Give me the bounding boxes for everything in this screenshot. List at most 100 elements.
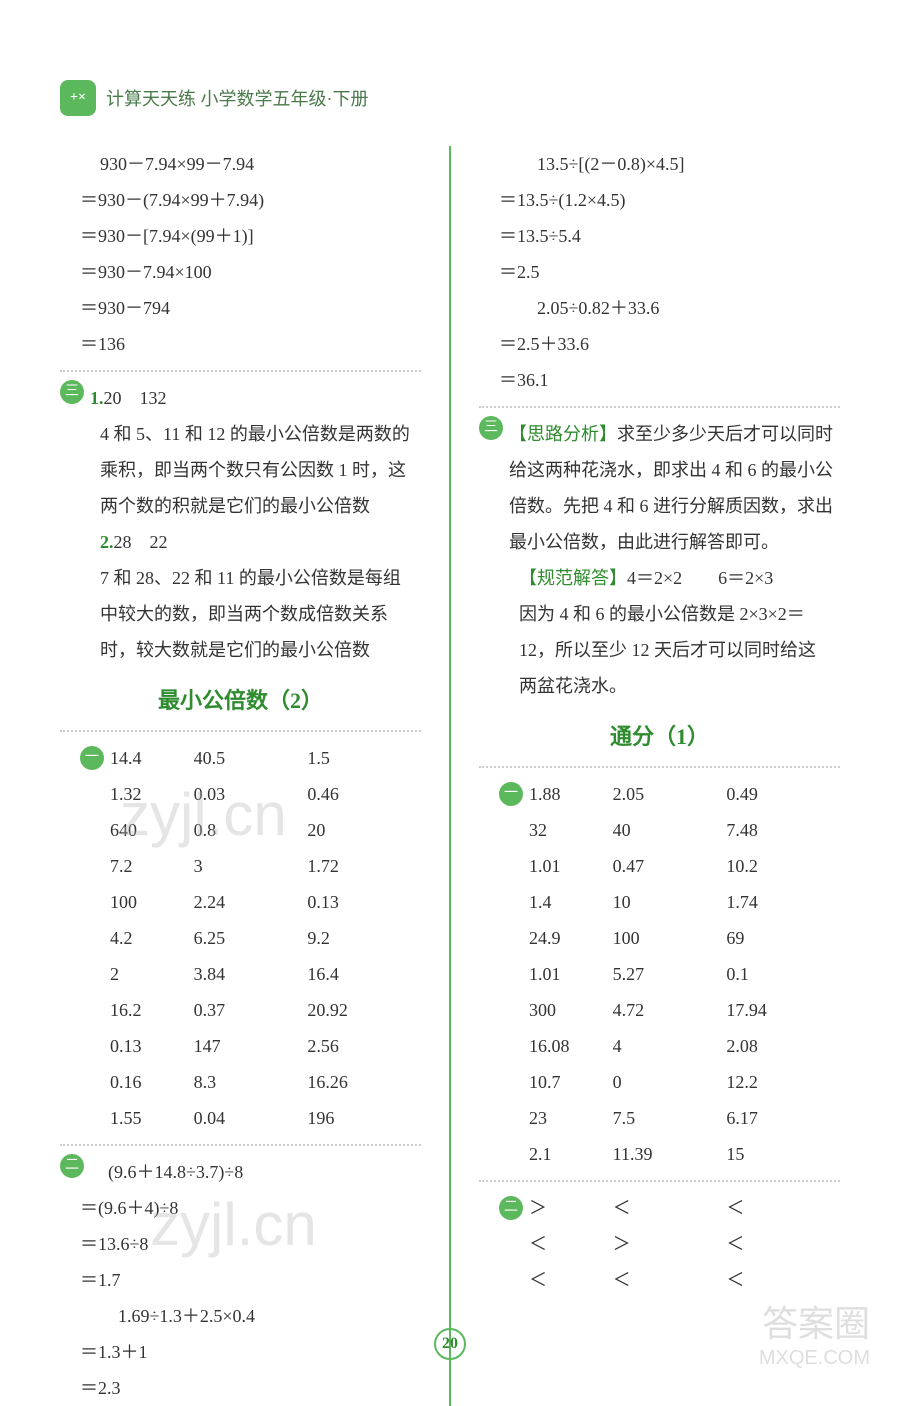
calc-block-2: 二 (9.6＋14.8÷3.7)÷8 [60, 1154, 421, 1190]
table-cell: 一14.4 [80, 740, 194, 776]
math-line: ＝930－[7.94×(99＋1)] [60, 218, 421, 254]
item-3: 三 1.20 132 [60, 380, 421, 416]
table-cell: 0.46 [307, 776, 421, 812]
table-cell: 0.8 [194, 812, 308, 848]
table-cell: 0.13 [307, 884, 421, 920]
page-header: +× 计算天天练 小学数学五年级·下册 [60, 80, 840, 116]
column-divider [449, 146, 451, 1406]
badge-icon: 二 [60, 1154, 84, 1178]
table-cell: 0.13 [80, 1028, 194, 1064]
table-cell: 3.84 [194, 956, 308, 992]
section-title-left: 最小公倍数（2） [60, 683, 421, 715]
calc-block-right-1: 13.5÷[(2－0.8)×4.5] ＝13.5÷(1.2×4.5) ＝13.5… [479, 146, 840, 398]
answer-text: 因为 4 和 6 的最小公倍数是 2×3×2＝12，所以至少 12 天后才可以同… [479, 596, 840, 704]
math-line: ＝(9.6＋4)÷8 [60, 1190, 421, 1226]
table-cell: 40 [613, 812, 727, 848]
table-cell: 1.74 [726, 884, 840, 920]
table-cell: 300 [499, 992, 613, 1028]
table-cell: 一1.88 [499, 776, 613, 812]
table-cell: 3 [194, 848, 308, 884]
table-cell: ＜ [726, 1226, 840, 1262]
table-cell: 7.48 [726, 812, 840, 848]
table-cell: ＜ [499, 1226, 613, 1262]
table-cell: 2.08 [726, 1028, 840, 1064]
math-line: ＝13.5÷5.4 [479, 218, 840, 254]
table-cell: ＜ [499, 1262, 613, 1298]
answer-table-right: 一1.882.050.4932407.481.010.4710.21.4101.… [479, 776, 840, 1172]
table-cell: ＞ [613, 1226, 727, 1262]
table-cell: 1.55 [80, 1100, 194, 1136]
table-cell: 0.49 [726, 776, 840, 812]
table-cell: 0.47 [613, 848, 727, 884]
table-cell: 0 [613, 1064, 727, 1100]
separator [479, 766, 840, 768]
table-cell: 4.2 [80, 920, 194, 956]
separator [60, 730, 421, 732]
table-cell: 640 [80, 812, 194, 848]
explanation-text-2: 7 和 28、22 和 11 的最小公倍数是每组中较大的数，即当两个数成倍数关系… [60, 560, 421, 668]
table-cell: 1.32 [80, 776, 194, 812]
math-line: (9.6＋14.8÷3.7)÷8 [90, 1154, 421, 1190]
math-line: 2.05÷0.82＋33.6 [479, 290, 840, 326]
analysis-text: 【思路分析】求至少多少天后才可以同时给这两种花浇水，即求出 4 和 6 的最小公… [509, 416, 840, 560]
math-line: ＝13.5÷(1.2×4.5) [479, 182, 840, 218]
table-cell: 2.05 [613, 776, 727, 812]
table-cell: 16.08 [499, 1028, 613, 1064]
table-cell: 1.4 [499, 884, 613, 920]
table-cell: 100 [80, 884, 194, 920]
table-cell: 8.3 [194, 1064, 308, 1100]
table-cell: 16.26 [307, 1064, 421, 1100]
table-cell: 10.7 [499, 1064, 613, 1100]
separator [60, 1144, 421, 1146]
separator [479, 406, 840, 408]
right-column: 13.5÷[(2－0.8)×4.5] ＝13.5÷(1.2×4.5) ＝13.5… [479, 146, 840, 1406]
answer-table-left: 一14.440.51.51.320.030.466400.8207.231.72… [60, 740, 421, 1136]
math-line: ＝930－794 [60, 290, 421, 326]
table-cell: 10.2 [726, 848, 840, 884]
item-lead-2: 2.28 22 [60, 524, 421, 560]
math-line: ＝2.3 [60, 1370, 421, 1406]
table-cell: 17.94 [726, 992, 840, 1028]
table-cell: ＜ [726, 1262, 840, 1298]
table-cell: 32 [499, 812, 613, 848]
math-line: ＝2.5 [479, 254, 840, 290]
table-cell: 100 [613, 920, 727, 956]
table-cell: 1.01 [499, 956, 613, 992]
table-cell: 9.2 [307, 920, 421, 956]
calc-block-1: 930－7.94×99－7.94 ＝930－(7.94×99＋7.94) ＝93… [60, 146, 421, 362]
math-line: 13.5÷[(2－0.8)×4.5] [479, 146, 840, 182]
table-cell: 0.1 [726, 956, 840, 992]
table-cell: ＜ [613, 1262, 727, 1298]
main-content: 930－7.94×99－7.94 ＝930－(7.94×99＋7.94) ＝93… [60, 146, 840, 1406]
page-number: 20 [434, 1328, 466, 1360]
math-line: ＝1.3＋1 [60, 1334, 421, 1370]
math-line: ＝930－7.94×100 [60, 254, 421, 290]
math-line: 1.69÷1.3＋2.5×0.4 [60, 1298, 421, 1334]
separator [60, 370, 421, 372]
header-icon: +× [60, 80, 96, 116]
table-cell: 2.24 [194, 884, 308, 920]
table-cell: 2.56 [307, 1028, 421, 1064]
table-cell: 1.01 [499, 848, 613, 884]
table-cell: 1.72 [307, 848, 421, 884]
table-cell: 20 [307, 812, 421, 848]
math-line: ＝136 [60, 326, 421, 362]
badge-icon: 二 [499, 1196, 523, 1220]
table-cell: ＜ [613, 1190, 727, 1226]
bottom-watermark: 答案圈 MXQE.COM [759, 1295, 870, 1370]
answer-line: 【规范解答】4＝2×2 6＝2×3 [479, 560, 840, 596]
table-cell: 69 [726, 920, 840, 956]
table-cell: 20.92 [307, 992, 421, 1028]
compare-table: 二＞＜＜＜＞＜＜＜＜ [479, 1190, 840, 1298]
header-title: 计算天天练 小学数学五年级·下册 [106, 85, 369, 111]
table-cell: 1.5 [307, 740, 421, 776]
table-cell: 0.37 [194, 992, 308, 1028]
table-cell: 6.17 [726, 1100, 840, 1136]
separator [479, 1180, 840, 1182]
badge-icon: 一 [80, 746, 104, 770]
table-cell: 0.16 [80, 1064, 194, 1100]
table-cell: 0.03 [194, 776, 308, 812]
table-cell: 24.9 [499, 920, 613, 956]
math-line: 930－7.94×99－7.94 [60, 146, 421, 182]
explanation-text: 4 和 5、11 和 12 的最小公倍数是两数的乘积，即当两个数只有公因数 1 … [60, 416, 421, 524]
